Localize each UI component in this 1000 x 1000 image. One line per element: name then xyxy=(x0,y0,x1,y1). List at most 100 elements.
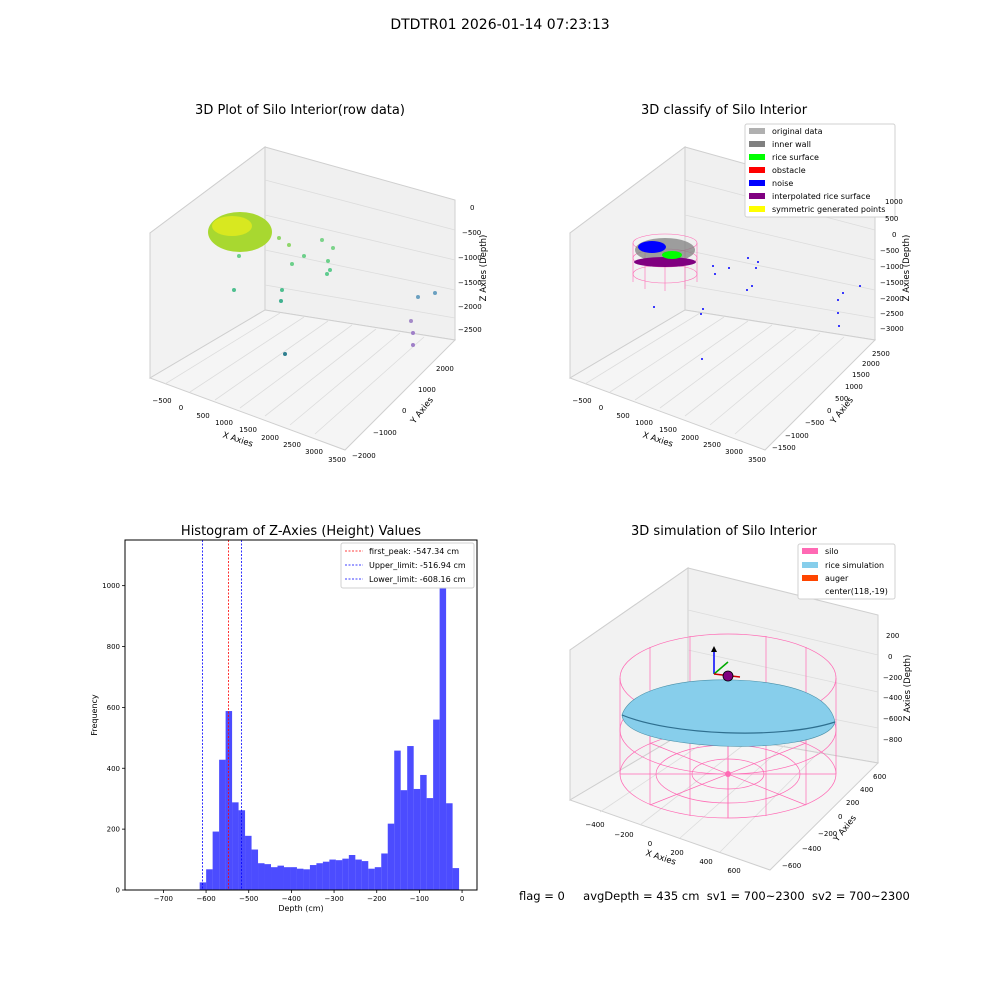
plot1-3d-axes: −500 0 500 1000 1500 2000 2500 3000 3500… xyxy=(148,146,489,464)
plot4-ztick: 0 xyxy=(888,653,892,661)
histogram-bar xyxy=(439,559,447,890)
status-sv1: sv1 = 700~2300 xyxy=(706,889,805,903)
plot4-ztick: −200 xyxy=(883,674,902,682)
legend-swatch xyxy=(749,128,765,134)
plot1-xtick: 3000 xyxy=(305,448,323,456)
plot4-xtick: 400 xyxy=(699,858,712,866)
plot4-silo-center xyxy=(725,771,731,777)
histogram-bar xyxy=(264,864,272,890)
plot1-xtick: 2500 xyxy=(283,441,301,449)
plot1-ztick: −1000 xyxy=(458,254,482,262)
plot2-zlabel: Z Axies (Depth) xyxy=(902,235,912,302)
plot2-xtick: −500 xyxy=(572,397,591,405)
legend-label: rice simulation xyxy=(825,561,884,570)
legend-label: auger xyxy=(825,574,849,583)
plot1-zticks: 0 −500 −1000 −1500 −2000 −2500 xyxy=(458,204,482,334)
plot1-ztick: −500 xyxy=(462,229,481,237)
plot4-ztick: −400 xyxy=(883,694,902,702)
plot1-xticks: −500 0 500 1000 1500 2000 2500 3000 3500 xyxy=(152,397,346,464)
histogram-bar xyxy=(316,863,323,890)
histogram-bar xyxy=(446,803,453,890)
plot1-ztick: −2000 xyxy=(458,303,482,311)
status-flag: flag = 0 xyxy=(519,889,565,903)
histogram-xtick-label: −300 xyxy=(324,895,343,903)
plot2-floor-pane xyxy=(568,309,877,451)
plot2-interpolated-surface xyxy=(634,257,696,267)
plot1-title: 3D Plot of Silo Interior(row data) xyxy=(195,103,405,118)
plot4-ztick: −600 xyxy=(883,715,902,723)
histogram-bar xyxy=(219,759,226,890)
legend-label: rice surface xyxy=(772,153,819,162)
plot2-xtick: 0 xyxy=(599,404,603,412)
histogram-xticks: −700 −600 −500 −400 −300 −200 −100 0 xyxy=(154,890,464,903)
plot2-ytick: 0 xyxy=(827,407,831,415)
histogram-xtick-label: −100 xyxy=(410,895,429,903)
plot4-y-arrow xyxy=(713,661,729,675)
legend-swatch xyxy=(749,206,765,212)
plot4-zlabel: Z Axies (Depth) xyxy=(903,655,913,722)
histogram-ytick-label: 600 xyxy=(107,704,120,712)
histogram-ytick-label: 0 xyxy=(116,887,120,895)
plot1-yticks: −2000 −1000 0 1000 2000 xyxy=(352,365,454,460)
plot2-ytick: −500 xyxy=(805,419,824,427)
plot4-rice-simulation xyxy=(621,679,836,747)
histogram-bar xyxy=(407,746,414,890)
histogram-bar xyxy=(368,868,375,890)
plot2-ztick: −500 xyxy=(880,247,899,255)
histogram-bar xyxy=(277,865,284,890)
plot4-yticks: −600 −400 −200 0 200 400 600 xyxy=(782,773,886,870)
plot1-xtick: 2000 xyxy=(261,434,279,442)
histogram-bar xyxy=(374,867,382,890)
legend-label: Upper_limit: -516.94 cm xyxy=(369,561,466,570)
plot4-xtick: −400 xyxy=(585,821,604,829)
plot4-ylabel: Y Axies xyxy=(831,813,859,845)
status-avg-depth: avgDepth = 435 cm xyxy=(583,889,700,903)
legend-swatch xyxy=(802,575,818,581)
plot2-ytick: −1500 xyxy=(772,444,796,452)
plot2-ztick: −2000 xyxy=(880,295,904,303)
plot1-ytick: −2000 xyxy=(352,452,376,460)
plot2-zticks: 1000 500 0 −500 −1000 −1500 −2000 −2500 … xyxy=(880,198,904,333)
legend-label: original data xyxy=(772,127,823,136)
histogram-bar xyxy=(232,802,239,890)
plot4-ytick: 200 xyxy=(846,799,859,807)
histogram-frame xyxy=(124,539,478,891)
histogram-bar xyxy=(309,865,317,890)
plot1-right-pane xyxy=(264,146,456,341)
plot1-ylabel: Y Axies xyxy=(408,395,436,427)
legend-swatch xyxy=(749,141,765,147)
histogram-bar xyxy=(206,869,213,890)
plot1-xtick: −500 xyxy=(152,397,171,405)
histogram-bars xyxy=(199,559,460,890)
histogram-ytick-label: 400 xyxy=(107,765,120,773)
legend-label: noise xyxy=(772,179,793,188)
histogram-legend: first_peak: -547.34 cm Upper_limit: -516… xyxy=(340,542,475,589)
plot4-xtick: 200 xyxy=(670,849,683,857)
histogram-xtick-label: −700 xyxy=(154,895,173,903)
histogram-title: Histogram of Z-Axies (Height) Values xyxy=(180,524,422,539)
plot1-xtick: 1000 xyxy=(215,419,233,427)
plot1-xtick: 0 xyxy=(179,404,183,412)
plot1-ytick: 2000 xyxy=(436,365,454,373)
legend-swatch xyxy=(749,193,765,199)
legend-label: Lower_limit: -608.16 cm xyxy=(369,575,466,584)
histogram-bar xyxy=(245,835,252,890)
histogram-bar xyxy=(283,867,291,890)
plot2-yticks: −1500 −1000 −500 0 500 1000 1500 2000 25… xyxy=(772,350,890,452)
histogram-xtick-label: −600 xyxy=(196,895,215,903)
plot2-ztick: 0 xyxy=(892,231,896,239)
plot2-ytick: 500 xyxy=(835,395,848,403)
figure-title: DTDTR01 2026-01-14 07:23:13 xyxy=(390,17,610,33)
plot2-ytick: 2000 xyxy=(862,360,880,368)
plot2-xtick: 2500 xyxy=(703,441,721,449)
plot4-ytick: 0 xyxy=(838,813,842,821)
plot1-xtick: 1500 xyxy=(239,426,257,434)
plot2-ztick: −1000 xyxy=(880,263,904,271)
histogram-ytick-label: 200 xyxy=(107,826,120,834)
histogram-xtick-label: −400 xyxy=(282,895,301,903)
plot2-ztick: 500 xyxy=(885,215,898,223)
histogram-chart: −700 −600 −500 −400 −300 −200 −100 0 0 200 400 600… xyxy=(90,539,478,913)
histogram-bar xyxy=(303,869,310,890)
plot2-xtick: 1500 xyxy=(659,426,677,434)
plot4-ytick: 600 xyxy=(873,773,886,781)
